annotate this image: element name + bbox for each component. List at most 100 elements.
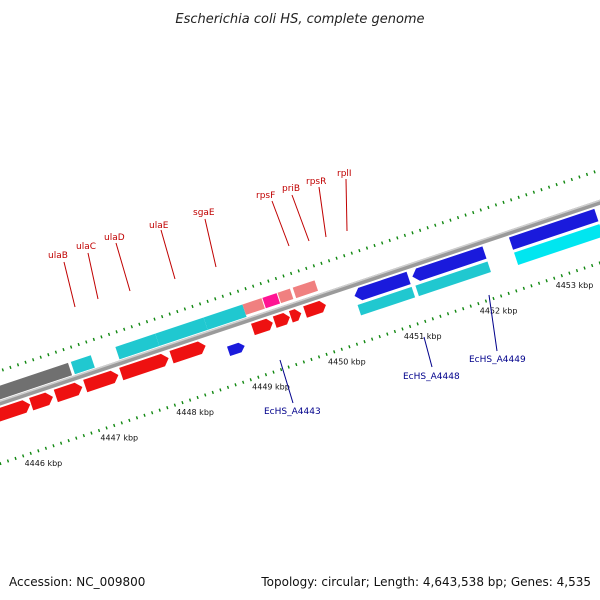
upper-minor-tick	[229, 292, 232, 296]
lower-minor-tick	[378, 334, 381, 339]
lower-minor-tick	[90, 431, 93, 435]
upper-minor-tick	[403, 233, 407, 238]
upper-minor-tick	[206, 299, 209, 304]
genome-backbone	[0, 157, 600, 448]
lower-minor-tick	[226, 385, 230, 390]
lower-minor-tick	[340, 347, 343, 351]
upper-minor-tick	[214, 297, 217, 301]
upper-minor-tick	[464, 213, 467, 217]
upper-minor-tick	[236, 289, 240, 293]
cds-sgaE-forward	[203, 304, 247, 330]
upper-minor-tick	[267, 279, 270, 283]
lower-minor-tick	[113, 423, 116, 428]
gene-label-EcHS_A4448: EcHS_A4448	[403, 372, 460, 382]
upper-minor-tick	[77, 342, 80, 347]
leader-priB	[291, 194, 310, 242]
lower-minor-tick	[310, 357, 313, 362]
gene-label-ulaD: ulaD	[104, 233, 125, 243]
cds-ulaB-forward	[70, 355, 95, 375]
lower-minor-tick	[188, 398, 192, 402]
lower-minor-tick	[128, 418, 131, 423]
lower-minor-tick	[408, 324, 412, 329]
upper-minor-tick	[305, 266, 308, 271]
leader-ulaD	[115, 242, 131, 292]
upper-minor-tick	[312, 264, 316, 268]
lower-minor-tick	[317, 355, 321, 359]
upper-minor-tick	[1, 368, 4, 372]
rrna-rpsF	[242, 298, 265, 315]
lower-minor-tick	[446, 312, 450, 316]
upper-minor-tick	[297, 269, 300, 273]
cds-cyan-A4448	[357, 286, 416, 316]
lower-minor-tick	[355, 342, 359, 346]
lower-minor-tick	[166, 406, 169, 410]
lower-minor-tick	[416, 322, 419, 326]
lower-tick-line	[0, 261, 600, 466]
lower-minor-tick	[181, 400, 184, 405]
upper-minor-tick	[350, 251, 353, 255]
lower-minor-tick	[499, 294, 503, 298]
scale-label-kbp-4451: 4451 kbp	[404, 332, 442, 341]
lower-minor-tick	[477, 301, 480, 306]
cds-red-1	[0, 400, 31, 432]
upper-minor-tick	[517, 195, 520, 199]
lower-minor-tick	[553, 276, 556, 280]
lower-minor-tick	[52, 444, 55, 448]
cds-rps-red-1	[251, 318, 273, 336]
upper-minor-tick	[570, 177, 573, 182]
lower-minor-tick	[279, 367, 283, 372]
cds-red-4	[83, 370, 119, 393]
gene-label-rplI: rplI	[337, 169, 352, 179]
lower-minor-tick	[242, 380, 245, 384]
cds-cyan-A4449	[415, 261, 491, 297]
upper-minor-tick	[115, 330, 118, 334]
lower-minor-tick	[59, 441, 63, 445]
upper-minor-tick	[418, 228, 422, 232]
lower-minor-tick	[0, 461, 2, 466]
lower-minor-tick	[37, 449, 40, 453]
upper-minor-tick	[153, 317, 156, 321]
upper-minor-tick	[138, 322, 141, 326]
lower-minor-tick	[492, 296, 495, 301]
leader-sgaE	[204, 218, 217, 268]
gene-label-ulaE: ulaE	[149, 221, 169, 231]
upper-minor-tick	[191, 304, 194, 309]
lower-minor-tick	[120, 421, 123, 425]
upper-minor-tick	[16, 363, 20, 367]
upper-tick-line	[1, 170, 596, 372]
gene-EcHS_A4448	[354, 271, 411, 301]
upper-minor-tick	[32, 358, 35, 362]
cds-red-2	[29, 392, 53, 411]
upper-minor-tick	[62, 347, 65, 352]
lower-minor-tick	[82, 433, 85, 438]
gene-EcHS_A4449	[412, 246, 487, 281]
upper-minor-tick	[320, 261, 323, 265]
lower-minor-tick	[515, 289, 518, 293]
upper-minor-tick	[289, 271, 293, 276]
upper-minor-tick	[540, 188, 543, 192]
upper-minor-tick	[100, 335, 103, 339]
leader-ulaC	[87, 252, 99, 300]
lower-minor-tick	[75, 436, 78, 440]
upper-minor-tick	[274, 276, 278, 281]
cds-ulaE-forward	[155, 317, 208, 347]
gene-label-rpsR: rpsR	[306, 177, 326, 187]
upper-minor-tick	[244, 287, 247, 291]
lower-minor-tick	[211, 390, 214, 395]
upper-minor-tick	[24, 360, 27, 364]
upper-minor-tick	[479, 208, 482, 212]
upper-minor-tick	[502, 200, 505, 205]
lower-minor-tick	[272, 370, 275, 374]
lower-minor-tick	[371, 337, 374, 341]
lower-minor-tick	[234, 383, 237, 387]
scale-label-kbp-4452: 4452 kbp	[480, 307, 518, 316]
gene-labels: ulaB ulaC ulaD ulaE sgaE rpsF priB rpsR …	[48, 169, 526, 417]
gene-label-sgaE: sgaE	[193, 208, 215, 218]
cds-ulaD-forward	[115, 333, 160, 360]
upper-minor-tick	[69, 345, 73, 349]
lower-minor-tick	[302, 360, 306, 364]
lower-minor-tick	[431, 317, 434, 321]
upper-minor-tick	[358, 248, 361, 253]
upper-minor-tick	[547, 185, 551, 189]
